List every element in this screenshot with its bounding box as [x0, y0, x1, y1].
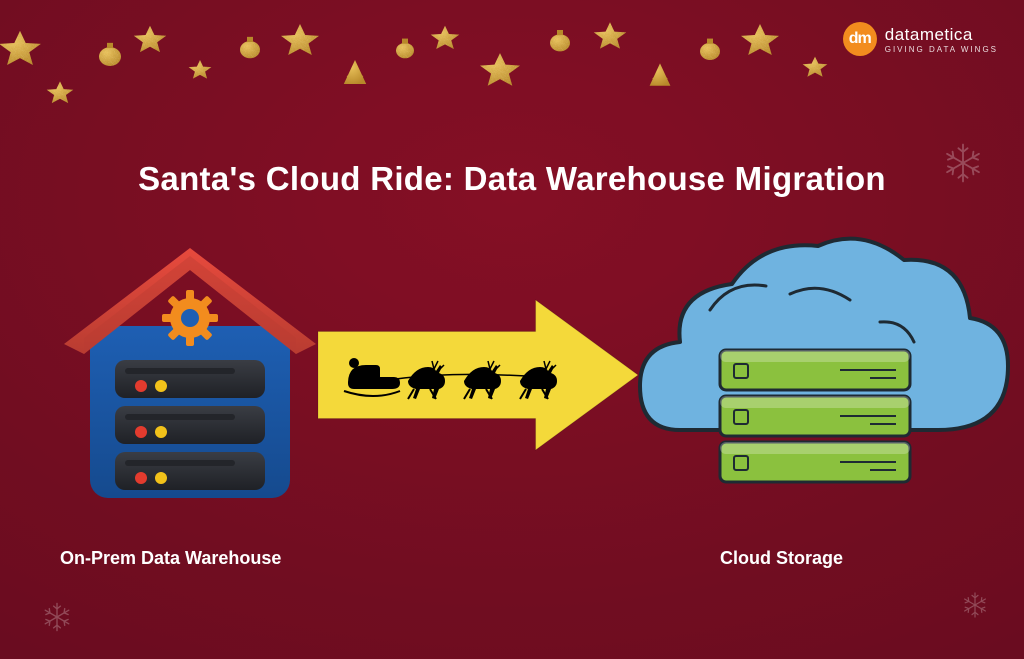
cloud-storage-icon [640, 239, 1008, 482]
brand-tagline: GIVING DATA WINGS [885, 45, 998, 54]
onprem-warehouse-icon [64, 248, 316, 498]
snowflake-icon [40, 600, 74, 639]
snowflake-icon [960, 590, 990, 625]
migration-diagram [0, 230, 1024, 530]
brand-name: datametica [885, 25, 998, 45]
page-title: Santa's Cloud Ride: Data Warehouse Migra… [0, 160, 1024, 198]
onprem-label: On-Prem Data Warehouse [60, 548, 281, 569]
brand-logo: dm datametica GIVING DATA WINGS [843, 22, 998, 56]
infographic-stage: dm datametica GIVING DATA WINGS Santa's … [0, 0, 1024, 659]
migration-arrow-icon [318, 300, 638, 450]
cloud-label: Cloud Storage [720, 548, 843, 569]
brand-mark: dm [843, 22, 877, 56]
